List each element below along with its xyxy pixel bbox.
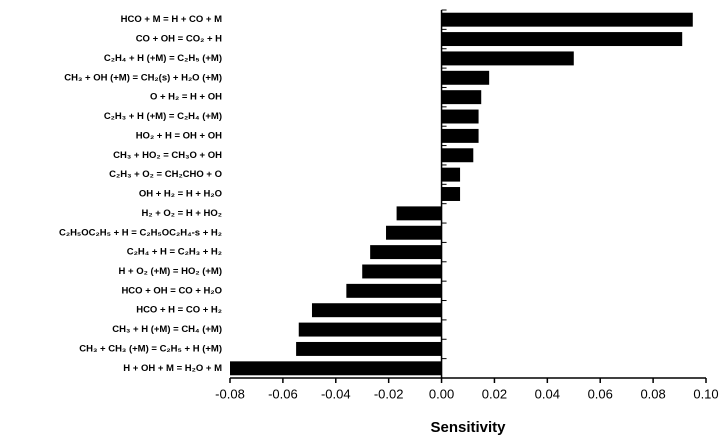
bar — [311, 303, 442, 318]
y-tick-label: O + H₂ = H + OH — [150, 92, 222, 103]
bar — [441, 51, 574, 66]
y-tick-label: C₂H₄ + H = C₂H₃ + H₂ — [127, 247, 222, 258]
y-tick-label: CH₃ + CH₃ (+M) = C₂H₅ + H (+M) — [79, 343, 222, 354]
y-tick-label: C₂H₄ + H (+M) = C₂H₅ (+M) — [104, 53, 222, 64]
bar — [441, 167, 461, 182]
x-tick-label: 0.06 — [588, 386, 613, 401]
y-tick-label: H + O₂ (+M) = HO₂ (+M) — [119, 266, 222, 277]
y-tick-label: C₂H₅OC₂H₅ + H = C₂H₅OC₂H₄-s + H₂ — [59, 227, 222, 238]
x-tick-label: 0.08 — [640, 386, 665, 401]
y-tick-label: HCO + M = H + CO + M — [121, 14, 222, 25]
y-tick-label: CH₃ + HO₂ = CH₃O + OH — [113, 150, 222, 161]
y-tick-label: C₂H₃ + H (+M) = C₂H₄ (+M) — [104, 111, 222, 122]
bar — [230, 361, 442, 376]
x-tick-label: -0.04 — [321, 386, 351, 401]
bar — [441, 12, 693, 27]
bar — [441, 187, 461, 201]
bar — [386, 225, 442, 240]
bar — [396, 206, 442, 221]
bar — [362, 264, 442, 279]
y-tick-label: OH + H₂ = H + H₂O — [139, 189, 222, 200]
bar — [346, 283, 442, 298]
bar — [296, 341, 442, 356]
y-tick-label: CO + OH = CO₂ + H — [136, 34, 222, 45]
x-tick-label: -0.08 — [215, 386, 245, 401]
y-tick-label: HCO + OH = CO + H₂O — [121, 285, 222, 296]
x-tick-label: -0.02 — [374, 386, 404, 401]
y-tick-label: C₂H₃ + O₂ = CH₂CHO + O — [109, 169, 222, 180]
bar — [441, 70, 490, 85]
x-tick-label: -0.06 — [268, 386, 298, 401]
bar — [441, 128, 479, 143]
bar — [441, 109, 479, 124]
x-tick-label: 0.04 — [535, 386, 560, 401]
x-axis-title: Sensitivity — [430, 419, 506, 436]
y-tick-label: HO₂ + H = OH + OH — [136, 130, 222, 141]
bar — [441, 32, 683, 47]
y-tick-label: HCO + H = CO + H₂ — [136, 305, 222, 316]
bar — [441, 90, 482, 105]
bar — [298, 322, 442, 337]
y-tick-label: CH₃ + OH (+M) = CH₂(s) + H₂O (+M) — [64, 72, 222, 83]
x-tick-label: 0.02 — [482, 386, 507, 401]
x-tick-label: 0.00 — [429, 386, 454, 401]
x-tick-label: 0.10 — [693, 386, 718, 401]
y-tick-label: CH₃ + H (+M) = CH₄ (+M) — [112, 324, 222, 335]
bar — [370, 245, 442, 260]
y-tick-label: H + OH + M = H₂O + M — [123, 363, 222, 374]
bar — [441, 148, 474, 163]
y-tick-label: H₂ + O₂ = H + HO₂ — [141, 208, 222, 219]
